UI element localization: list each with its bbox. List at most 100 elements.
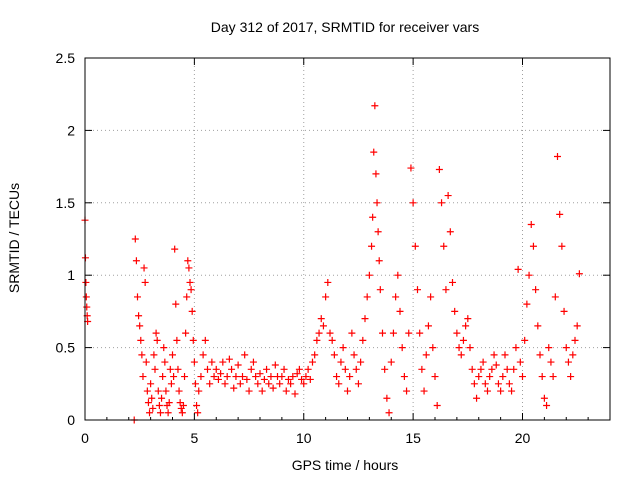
data-point xyxy=(400,373,408,381)
data-point xyxy=(309,358,316,366)
data-point xyxy=(193,402,201,410)
data-point xyxy=(245,387,253,395)
data-point xyxy=(135,312,143,320)
data-point xyxy=(293,370,301,378)
data-point xyxy=(549,373,557,381)
y-tick-label: 2.5 xyxy=(56,50,76,66)
data-point xyxy=(254,380,262,388)
axis-ticks: 0 5 10 15 20 0 0.5 1 1.5 2 2.5 xyxy=(56,50,610,446)
data-point xyxy=(564,358,572,366)
data-point xyxy=(569,351,577,359)
data-point xyxy=(184,257,192,265)
data-point xyxy=(385,409,393,417)
data-point xyxy=(149,404,157,412)
data-point xyxy=(424,322,432,330)
data-point xyxy=(282,387,290,395)
data-point xyxy=(361,315,369,323)
data-point xyxy=(372,170,380,178)
data-point xyxy=(158,394,166,402)
data-point xyxy=(284,375,292,383)
data-point xyxy=(131,235,139,243)
data-point xyxy=(532,286,540,294)
data-point xyxy=(459,336,467,344)
data-point xyxy=(162,387,170,395)
data-point xyxy=(512,344,520,352)
data-point xyxy=(536,351,544,359)
y-tick-label: 1 xyxy=(67,267,75,283)
data-point xyxy=(475,373,483,381)
data-point xyxy=(494,380,502,388)
data-point xyxy=(492,361,500,369)
data-point xyxy=(376,286,384,294)
data-point xyxy=(258,387,266,395)
data-point xyxy=(354,380,362,388)
data-point xyxy=(398,344,406,352)
data-point xyxy=(438,199,446,207)
data-point xyxy=(271,361,279,369)
data-point xyxy=(543,402,551,410)
data-point xyxy=(396,307,404,315)
data-point xyxy=(287,380,295,388)
data-point xyxy=(451,307,459,315)
data-point xyxy=(370,148,378,156)
data-point xyxy=(139,373,147,381)
data-point xyxy=(212,365,220,373)
data-point xyxy=(134,293,141,301)
x-tick-label: 20 xyxy=(515,430,531,446)
data-point xyxy=(562,344,570,352)
y-tick-label: 0.5 xyxy=(56,340,76,356)
data-point xyxy=(201,336,209,344)
data-point xyxy=(291,390,299,398)
data-point xyxy=(381,365,389,373)
data-point xyxy=(501,351,509,359)
data-point xyxy=(453,329,461,337)
data-point xyxy=(337,358,345,366)
data-point xyxy=(414,286,421,294)
data-point xyxy=(418,365,426,373)
data-point xyxy=(208,358,216,366)
data-point xyxy=(230,384,238,392)
data-point xyxy=(243,375,251,383)
data-point xyxy=(143,387,151,395)
data-point xyxy=(165,399,173,407)
data-point xyxy=(146,409,154,417)
data-point xyxy=(190,358,198,366)
data-point xyxy=(429,344,437,352)
data-point xyxy=(389,329,397,337)
data-point xyxy=(189,336,197,344)
data-point xyxy=(174,365,182,373)
data-point xyxy=(267,373,275,381)
data-point xyxy=(488,365,496,373)
data-point xyxy=(324,278,332,286)
data-point xyxy=(346,373,354,381)
data-point xyxy=(490,351,498,359)
data-point xyxy=(223,373,231,381)
data-point xyxy=(166,365,174,373)
data-point xyxy=(416,329,424,337)
data-point xyxy=(473,394,481,402)
data-point xyxy=(431,373,439,381)
data-point xyxy=(392,293,400,301)
data-point xyxy=(433,402,441,410)
data-point xyxy=(304,365,312,373)
data-point xyxy=(394,271,402,279)
data-point xyxy=(249,358,257,366)
data-point xyxy=(151,365,159,373)
data-point xyxy=(359,336,367,344)
data-point xyxy=(497,387,505,395)
x-tick-label: 5 xyxy=(190,430,198,446)
data-point xyxy=(170,373,178,381)
data-point xyxy=(289,373,297,381)
data-point xyxy=(523,300,531,308)
data-point xyxy=(446,228,454,236)
data-point xyxy=(206,380,214,388)
data-point xyxy=(239,373,246,381)
data-point xyxy=(136,322,144,330)
data-point xyxy=(344,387,351,395)
data-point xyxy=(217,370,225,378)
data-point xyxy=(132,257,140,265)
data-point xyxy=(510,365,518,373)
data-point xyxy=(405,329,413,337)
data-point xyxy=(179,402,187,410)
y-tick-label: 2 xyxy=(67,122,75,138)
